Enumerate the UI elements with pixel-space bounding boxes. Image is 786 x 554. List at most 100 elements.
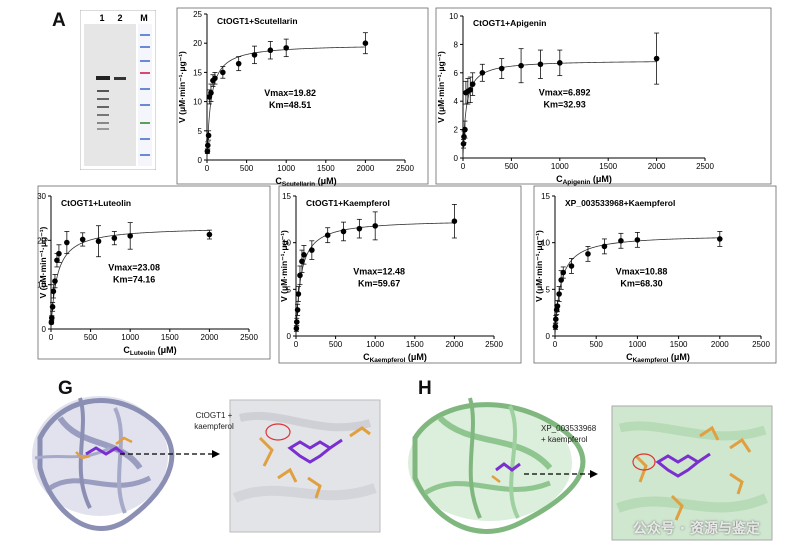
- chart-e-point: [64, 239, 70, 246]
- chart-c-y-tick-label: 2: [454, 126, 459, 135]
- chart-f-point: [560, 269, 567, 276]
- chart-e-title: CtOGT1+Luteolin: [61, 198, 131, 208]
- chart-c-x-tick-label: 2000: [648, 162, 666, 171]
- chart-f-x-tick-label: 500: [590, 340, 604, 349]
- chart-b-x-tick-label: 1500: [317, 164, 335, 173]
- chart-b-point: [204, 148, 211, 155]
- chart-f-point: [585, 251, 591, 257]
- chart-b-point: [204, 142, 211, 149]
- chart-c-x-label: CApigenin (μM): [556, 174, 612, 186]
- chart-d-point: [340, 228, 347, 235]
- chart-f-y-tick-label: 5: [546, 285, 551, 294]
- chart-f-point: [717, 236, 723, 242]
- chart-b-x-tick-label: 1000: [277, 164, 295, 173]
- chart-d-point: [295, 291, 302, 297]
- chart-b-y-label: V (μM·min⁻¹·μg⁻¹): [177, 51, 187, 123]
- chart-b-title: CtOGT1+Scutellarin: [217, 16, 298, 26]
- caption-h-line1: XP_003533968: [541, 424, 597, 433]
- chart-b-annotation: Km=48.51: [269, 100, 311, 110]
- chart-e-annotation: Km=74.16: [113, 274, 155, 284]
- chart-c-point: [537, 61, 544, 68]
- chart-c-point: [498, 65, 505, 72]
- ligand-g: [75, 436, 133, 460]
- chart-e-point: [48, 315, 55, 321]
- ligand-h: [491, 462, 521, 483]
- chart-d-x-label: CKaempferol (μM): [363, 352, 427, 364]
- chart-e-point: [206, 231, 213, 238]
- chart-e-fit-curve: [50, 229, 210, 330]
- chart-e-point: [56, 250, 62, 257]
- chart-e-y-tick-label: 20: [37, 236, 46, 245]
- chart-c-annotation: Vmax=6.892: [539, 88, 591, 98]
- chart-d-point: [372, 223, 379, 229]
- chart-f-y-label: V (μM·min⁻¹·μg⁻¹): [534, 230, 544, 302]
- chart-d-point: [309, 247, 315, 253]
- chart-f-x-tick-label: 2000: [711, 340, 729, 349]
- chart-f-point: [601, 243, 608, 250]
- chart-e-x-label: CLuteolin (μM): [123, 345, 176, 357]
- chart-e-y-label: V (μM·min⁻¹·μg⁻¹): [38, 226, 48, 298]
- chart-d: 0 500 1000 1500 2000 2500 0 5 10 15 CtOGT1+Kaempfe…: [278, 185, 522, 364]
- chart-e-x-tick-label: 1500: [161, 333, 179, 342]
- chart-b-point: [212, 75, 218, 82]
- chart-b-x-tick-label: 2000: [357, 164, 375, 173]
- chart-e-point: [50, 288, 57, 295]
- chart-f-x-tick-label: 0: [553, 340, 558, 349]
- chart-c-point: [653, 55, 660, 62]
- chart-e-point: [95, 238, 102, 245]
- chart-f-x-tick-label: 1000: [629, 340, 647, 349]
- chart-e-point: [54, 257, 60, 264]
- chart-d-point: [297, 272, 303, 279]
- chart-d-point: [299, 258, 305, 265]
- chart-b-x-label: CScutellarin (μM): [275, 176, 336, 188]
- chart-f-point: [618, 238, 624, 244]
- chart-b-y-tick-label: 0: [198, 156, 203, 165]
- chart-e-y-tick-label: 0: [42, 325, 47, 334]
- chart-b-point: [251, 52, 258, 58]
- gel-lane-label-2: 2: [117, 13, 122, 23]
- chart-f-point: [556, 291, 562, 297]
- chart-d-annotation: Km=59.67: [358, 278, 400, 288]
- chart-e-frame: [37, 185, 271, 360]
- chart-e-point: [49, 304, 56, 310]
- chart-d-point: [451, 218, 458, 224]
- chart-d-point: [294, 307, 301, 313]
- chart-d-x-tick-label: 2000: [446, 340, 464, 349]
- chart-c-point: [467, 87, 474, 93]
- chart-e-x-tick-label: 2500: [240, 333, 258, 342]
- chart-f-point: [553, 316, 559, 323]
- chart-b-y-tick-label: 25: [193, 10, 202, 19]
- chart-d-y-tick-label: 0: [287, 332, 292, 341]
- chart-c-y-label: V (μM·min⁻¹·μg⁻¹): [436, 51, 446, 123]
- sds-page-gel: 1 2 M: [80, 10, 156, 170]
- chart-f-x-label: CKaempferol (μM): [626, 352, 690, 364]
- chart-f-point: [554, 303, 561, 309]
- chart-c-title: CtOGT1+Apigenin: [473, 18, 546, 28]
- zoom-box-h: [611, 405, 773, 541]
- chart-e-point: [111, 235, 118, 241]
- chart-f-y-tick-label: 10: [541, 239, 550, 248]
- chart-d-y-label: V (μM·min⁻¹·μg⁻¹): [279, 230, 289, 302]
- chart-f-point: [568, 263, 575, 269]
- chart-b-annotation: Vmax=19.82: [264, 88, 316, 98]
- chart-b-point: [283, 45, 290, 51]
- gel-lane-label-1: 1: [99, 13, 104, 23]
- chart-c-y-tick-label: 4: [454, 97, 459, 106]
- chart-d-point: [293, 319, 300, 325]
- chart-e-point: [52, 278, 58, 284]
- caption-g-line1: CtOGT1 +: [195, 411, 233, 420]
- chart-d-x-tick-label: 1000: [366, 340, 384, 349]
- gel-band: [96, 76, 110, 80]
- chart-d-y-tick-label: 5: [287, 285, 292, 294]
- chart-b-x-tick-label: 500: [240, 164, 254, 173]
- chart-e: 0 500 1000 1500 2000 2500 0 10 20 30 CtOGT1+Luteol…: [37, 185, 271, 360]
- chart-f-y-tick-label: 0: [546, 332, 551, 341]
- chart-c-point: [557, 60, 563, 66]
- chart-d-point: [356, 225, 363, 232]
- chart-c-point: [462, 126, 468, 133]
- caption-g: CtOGT1 + kaempferol: [188, 410, 240, 432]
- chart-d-x-tick-label: 0: [294, 340, 299, 349]
- chart-e-annotation: Vmax=23.08: [108, 262, 160, 272]
- watermark: 公众号 · 资源与鉴定: [632, 521, 760, 537]
